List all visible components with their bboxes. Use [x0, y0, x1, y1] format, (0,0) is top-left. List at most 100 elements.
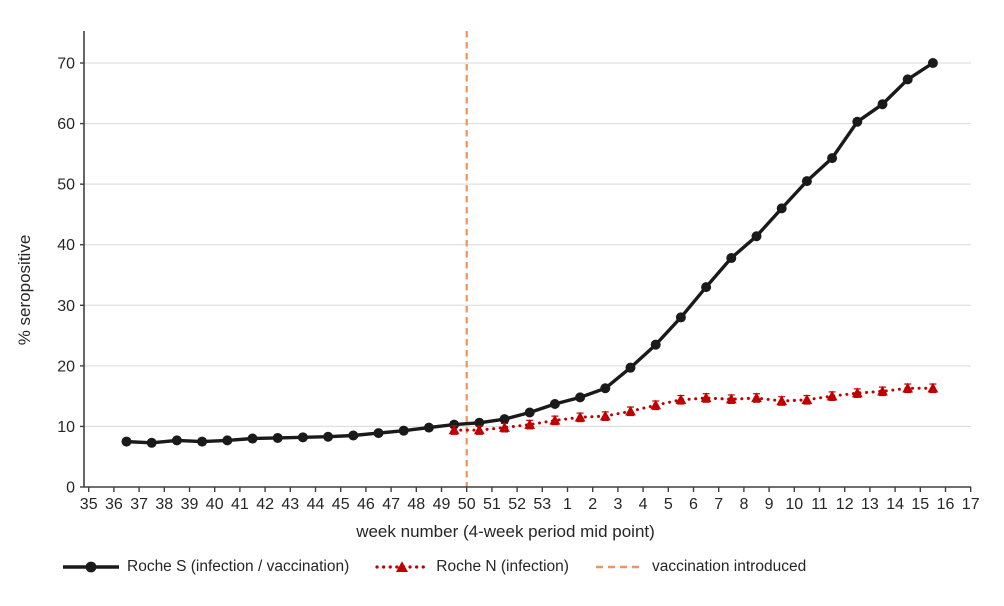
roche-n-marker	[751, 392, 762, 403]
x-tick-label: 4	[639, 496, 648, 513]
roche-s-marker	[600, 383, 611, 394]
x-tick-label: 10	[785, 496, 803, 513]
legend-label-roche-n: Roche N (infection)	[436, 558, 569, 575]
roche-s-key-icon	[63, 561, 119, 573]
roche-s-marker	[701, 282, 712, 293]
roche-s-marker	[423, 422, 434, 433]
legend-label-vaccination: vaccination introduced	[651, 558, 807, 575]
x-tick-label: 7	[714, 496, 723, 513]
roche-n-marker	[448, 424, 460, 435]
roche-n-marker	[700, 392, 712, 403]
roche-s-marker	[650, 339, 661, 350]
roche-s-marker	[827, 153, 838, 164]
roche-n-marker	[927, 382, 939, 393]
roche-n-marker	[851, 387, 863, 398]
roche-n-marker	[650, 399, 662, 410]
y-tick-label: 0	[66, 480, 75, 497]
roche-n-marker	[574, 411, 586, 422]
x-tick-label: 43	[281, 496, 299, 513]
roche-s-marker	[171, 435, 182, 446]
legend-label-roche-s: Roche S (infection / vaccination)	[127, 558, 350, 575]
x-tick-label: 1	[563, 496, 572, 513]
roche-s-marker	[801, 176, 812, 187]
x-tick-label: 52	[508, 496, 526, 513]
y-axis-title: % seropositive	[15, 235, 34, 346]
roche-s-line	[126, 61, 934, 445]
roche-s-marker	[524, 407, 535, 418]
x-tick-label: 39	[181, 496, 199, 513]
x-tick-label: 2	[588, 496, 597, 513]
roche-s-marker	[575, 392, 586, 403]
roche-s-marker	[222, 435, 233, 446]
x-tick-label: 41	[231, 496, 249, 513]
x-tick-label: 49	[433, 496, 451, 513]
x-tick-label: 6	[689, 496, 698, 513]
y-tick-label: 70	[57, 56, 75, 73]
roche-n-marker	[499, 422, 510, 432]
x-tick-label: 40	[206, 496, 224, 513]
legend-item-vaccination: vaccination introduced	[595, 558, 806, 576]
y-tick-label: 40	[57, 237, 75, 254]
roche-n-marker	[877, 385, 888, 396]
roche-s-marker	[146, 437, 157, 448]
legend-item-roche-s: Roche S (infection / vaccination)	[62, 558, 349, 576]
x-axis-title: week number (4-week period mid point)	[355, 522, 655, 541]
legend-item-roche-n: Roche N (infection)	[375, 558, 569, 576]
roche-s-marker	[877, 99, 888, 110]
x-tick-label: 8	[739, 496, 748, 513]
roche-s-marker	[373, 428, 384, 439]
roche-s-marker	[297, 432, 308, 443]
roche-s-marker	[247, 433, 258, 444]
roche-n-marker	[625, 405, 636, 416]
x-tick-label: 17	[962, 496, 980, 513]
y-tick-label: 50	[57, 177, 75, 194]
roche-n-key-icon	[375, 561, 429, 572]
y-tick-label: 10	[57, 419, 75, 436]
x-tick-label: 53	[533, 496, 551, 513]
x-tick-label: 5	[664, 496, 673, 513]
roche-s-marker	[852, 116, 863, 127]
x-tick-label: 48	[407, 496, 425, 513]
roche-n-marker	[524, 419, 536, 429]
roche-s-marker	[348, 430, 359, 441]
x-tick-label: 36	[105, 496, 123, 513]
x-tick-label: 38	[155, 496, 173, 513]
roche-n-marker	[549, 414, 561, 425]
roche-n-marker	[776, 395, 788, 406]
roche-s-marker	[675, 312, 686, 323]
x-tick-label: 12	[836, 496, 854, 513]
roche-s-marker	[776, 203, 787, 214]
x-tick-label: 11	[811, 496, 828, 513]
y-tick-label: 30	[57, 298, 75, 315]
x-tick-label: 15	[911, 496, 929, 513]
x-tick-label: 35	[80, 496, 98, 513]
roche-s-marker	[323, 431, 334, 442]
chart-legend: Roche S (infection / vaccination) Roche …	[0, 558, 1004, 576]
x-tick-label: 46	[357, 496, 375, 513]
roche-s-marker	[197, 436, 208, 447]
x-tick-label: 51	[483, 496, 501, 513]
roche-s-marker	[902, 74, 913, 85]
x-tick-label: 45	[332, 496, 350, 513]
x-tick-label: 3	[613, 496, 622, 513]
x-tick-label: 16	[937, 496, 955, 513]
x-tick-label: 14	[886, 496, 904, 513]
y-tick-label: 60	[57, 116, 75, 133]
roche-n-marker	[599, 410, 611, 421]
roche-s-marker	[549, 399, 560, 410]
roche-s-marker	[499, 414, 510, 425]
roche-n-marker	[801, 394, 813, 404]
roche-s-marker	[625, 362, 636, 373]
roche-s-marker	[121, 436, 132, 447]
x-tick-label: 13	[861, 496, 879, 513]
roche-s-marker	[726, 253, 737, 264]
roche-s-marker	[398, 425, 409, 436]
roche-s-marker	[272, 432, 283, 443]
x-tick-label: 50	[458, 496, 476, 513]
roche-n-marker	[675, 394, 687, 404]
x-tick-label: 42	[256, 496, 274, 513]
roche-n-marker	[473, 424, 485, 435]
roche-n-marker	[826, 390, 838, 401]
x-tick-label: 47	[382, 496, 400, 513]
y-tick-label: 20	[57, 358, 75, 375]
